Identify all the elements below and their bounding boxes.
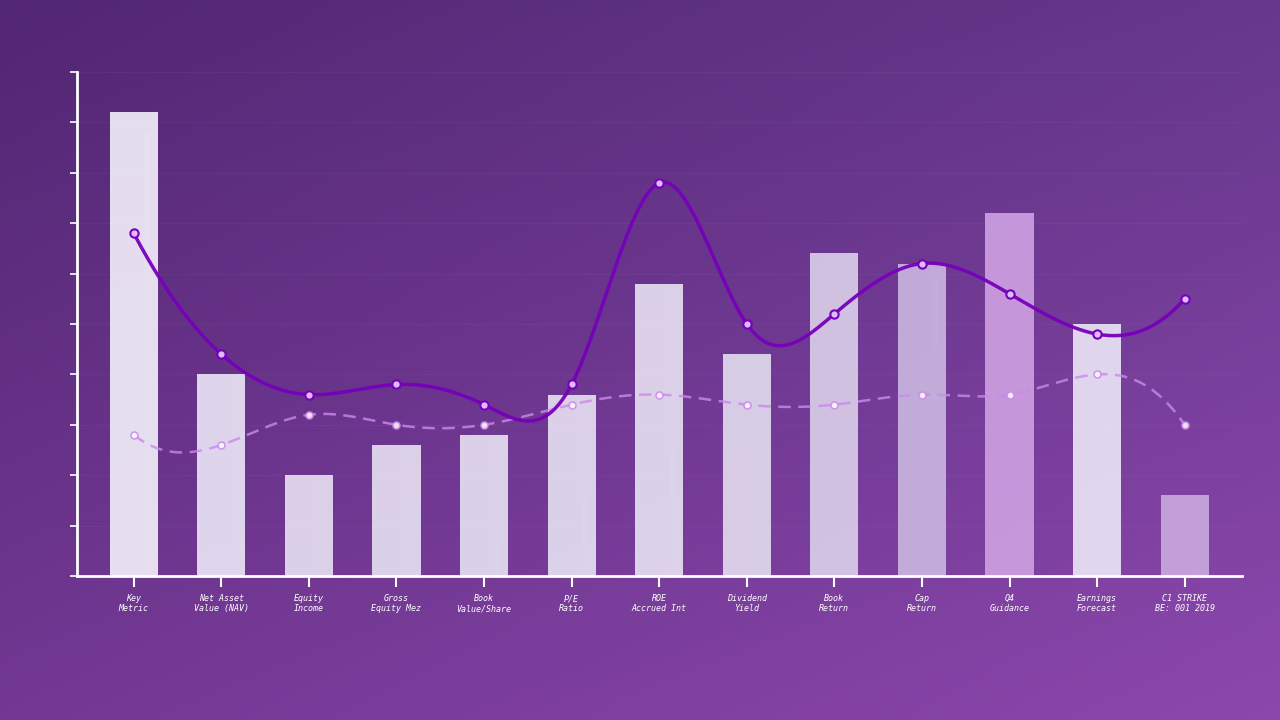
- Bar: [494, 441, 500, 576]
- Bar: [145, 131, 150, 576]
- Bar: [810, 253, 859, 576]
- Bar: [197, 374, 246, 576]
- Bar: [1073, 324, 1121, 576]
- Bar: [232, 382, 238, 576]
- Bar: [635, 284, 684, 576]
- Bar: [582, 402, 588, 576]
- Bar: [1196, 498, 1201, 576]
- Bar: [407, 450, 413, 576]
- Bar: [372, 445, 421, 576]
- Bar: [669, 295, 676, 576]
- Bar: [845, 266, 851, 576]
- Bar: [284, 475, 333, 576]
- Bar: [460, 435, 508, 576]
- Bar: [758, 363, 763, 576]
- Bar: [986, 213, 1034, 576]
- Bar: [320, 480, 325, 576]
- Bar: [723, 354, 771, 576]
- Bar: [897, 264, 946, 576]
- Bar: [548, 395, 595, 576]
- Bar: [110, 112, 157, 576]
- Bar: [1020, 228, 1025, 576]
- Bar: [1107, 334, 1114, 576]
- Bar: [933, 276, 938, 576]
- Bar: [1161, 495, 1208, 576]
